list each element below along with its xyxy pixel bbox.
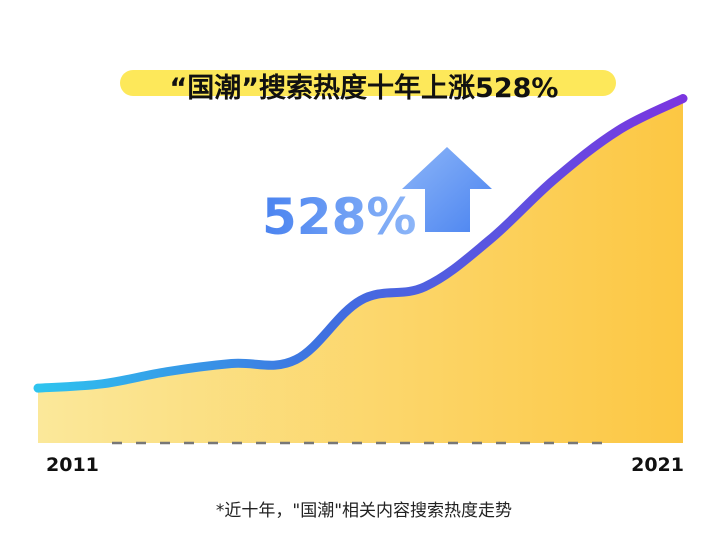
trend-line (33, 94, 688, 393)
data-point-2013 (164, 369, 170, 375)
data-point-2020 (616, 127, 622, 133)
title-highlight (120, 70, 616, 96)
data-point-2011 (35, 385, 41, 391)
data-point-2014 (229, 361, 235, 367)
footnote: *近十年，"国潮"相关内容搜索热度走势 (216, 501, 512, 521)
growth-label: 528% (262, 188, 416, 246)
data-point-2016 (358, 297, 364, 303)
data-point-2018 (487, 237, 493, 243)
chart-title: “国潮”搜索热度十年上涨528% (170, 72, 559, 104)
x-tick-end: 2021 (631, 454, 684, 476)
x-tick-start: 2011 (46, 454, 99, 476)
data-point-2015 (293, 357, 299, 363)
data-point-2019 (551, 177, 557, 183)
data-point-2012 (100, 381, 106, 387)
area-fill (38, 98, 683, 443)
data-point-2021 (680, 96, 686, 102)
data-point-2017 (422, 284, 428, 290)
up-arrow-icon (402, 147, 492, 232)
